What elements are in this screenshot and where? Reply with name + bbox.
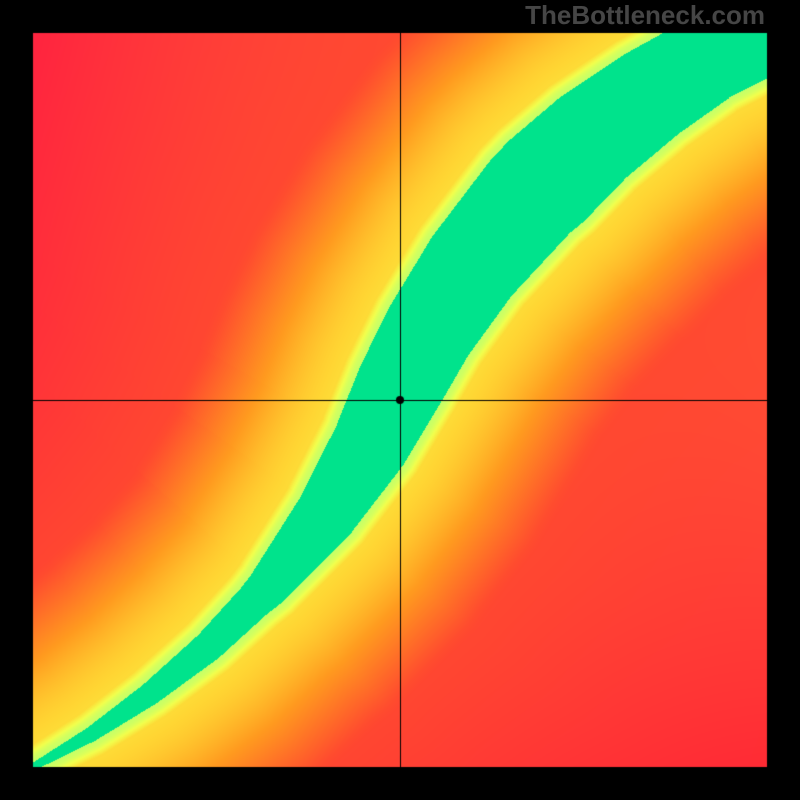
bottleneck-heatmap xyxy=(0,0,800,800)
watermark-text: TheBottleneck.com xyxy=(525,0,765,31)
chart-container: TheBottleneck.com xyxy=(0,0,800,800)
